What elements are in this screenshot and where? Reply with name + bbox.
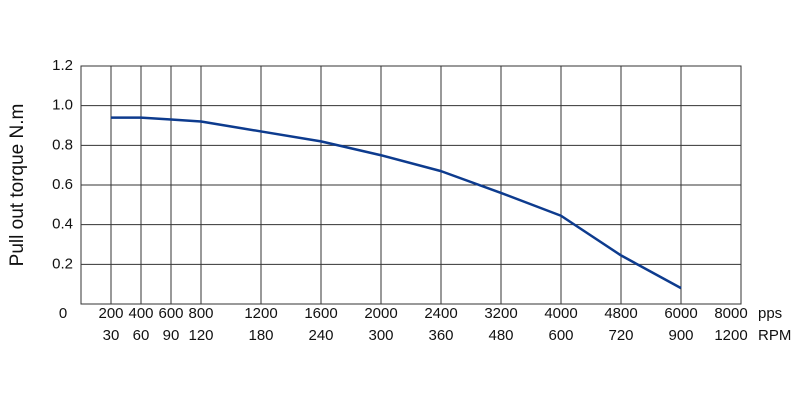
x2-tick-label: 90: [163, 327, 180, 344]
x-tick-label: 1600: [304, 305, 337, 322]
y-tick-label: 0.6: [52, 176, 73, 193]
x2-tick-label: 720: [608, 327, 633, 344]
x-tick-label: 1200: [244, 305, 277, 322]
x2-tick-label: 30: [103, 327, 120, 344]
y-tick-label: 0.4: [52, 216, 73, 233]
x-tick-label: 3200: [484, 305, 517, 322]
x-tick-label: 2400: [424, 305, 457, 322]
x2-tick-label: 300: [368, 327, 393, 344]
x-tick-label: 6000: [664, 305, 697, 322]
x-tick-label: 2000: [364, 305, 397, 322]
x2-tick-label: 900: [668, 327, 693, 344]
x2-tick-label: 1200: [714, 327, 747, 344]
x2-tick-label: 360: [428, 327, 453, 344]
x2-tick-label: 60: [133, 327, 150, 344]
x-tick-label: 4000: [544, 305, 577, 322]
x-tick-label: 4800: [604, 305, 637, 322]
x2-unit: RPM: [758, 327, 791, 344]
y-axis-label: Pull out torque N.m: [7, 104, 28, 267]
x-tick-label: 800: [188, 305, 213, 322]
x-tick-label: 200: [98, 305, 123, 322]
x-tick-label: 600: [158, 305, 183, 322]
y-tick-label: 1.0: [52, 97, 73, 114]
x2-tick-label: 240: [308, 327, 333, 344]
x2-tick-label: 480: [488, 327, 513, 344]
x-tick-label: 400: [128, 305, 153, 322]
data-line: [111, 116, 682, 290]
x-tick-label: 0: [59, 305, 67, 322]
x2-tick-label: 120: [188, 327, 213, 344]
y-tick-label: 0.2: [52, 255, 73, 272]
x-tick-label: 8000: [714, 305, 747, 322]
y-tick-label: 1.2: [52, 57, 73, 74]
x-unit: pps: [758, 305, 782, 322]
x2-tick-label: 600: [548, 327, 573, 344]
y-tick-label: 0.8: [52, 136, 73, 153]
x2-tick-label: 180: [248, 327, 273, 344]
